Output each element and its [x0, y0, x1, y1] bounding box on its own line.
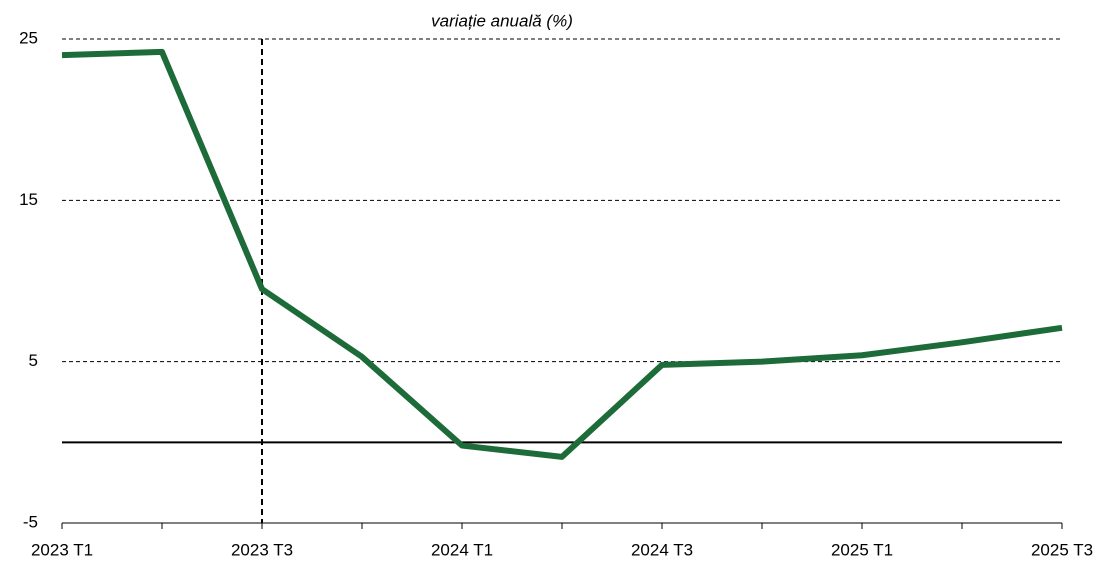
x-tick-label: 2025 T1: [831, 540, 893, 559]
chart-title: variație anuală (%): [431, 11, 573, 30]
x-tick-label: 2023 T1: [31, 540, 93, 559]
y-tick-label: 5: [29, 351, 38, 370]
y-tick-label: 15: [19, 190, 38, 209]
y-tick-label: -5: [23, 512, 38, 531]
data-line: [61, 48, 1063, 460]
x-tick-label: 2024 T1: [431, 540, 493, 559]
x-tick-label: 2024 T3: [631, 540, 693, 559]
x-tick-label: 2023 T3: [231, 540, 293, 559]
x-tick-label: 2025 T3: [1031, 540, 1093, 559]
y-tick-label: 25: [19, 28, 38, 47]
